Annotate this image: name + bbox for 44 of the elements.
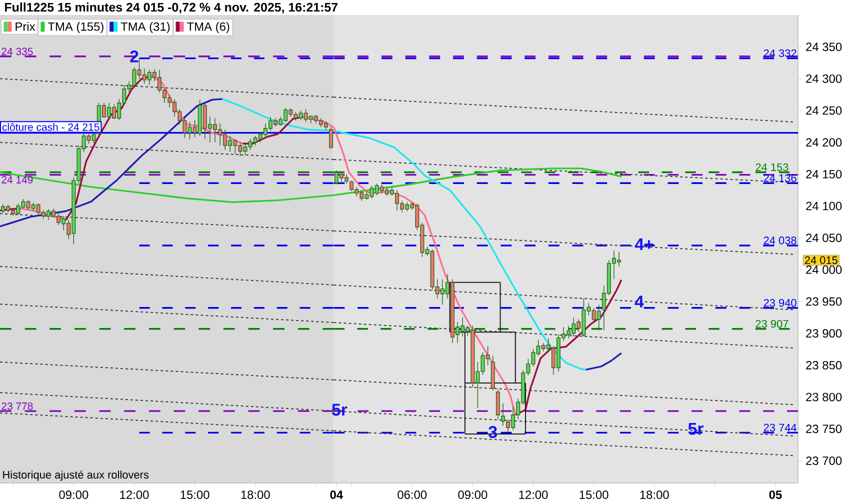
annotation: Historique ajusté aux rollovers: [3, 470, 149, 481]
ref-line-label: 24 149: [2, 176, 33, 184]
data-label: 23 940: [764, 298, 796, 307]
data-label: 24 153: [756, 163, 788, 172]
x-tick-label: 18:00: [640, 490, 669, 499]
x-tick-label: 09:00: [59, 490, 88, 499]
y-tick-label: 24 250: [806, 106, 842, 115]
ref-line-label: clôture cash - 24 215: [2, 123, 100, 131]
data-label: 23 744: [764, 424, 796, 432]
data-label: 23 907: [756, 320, 788, 328]
y-tick-label: 24 100: [806, 202, 842, 210]
ref-line-label: 24 335: [2, 48, 33, 56]
y-tick-label: 23 750: [806, 424, 842, 434]
data-label: 24 136: [764, 174, 796, 182]
x-tick-label: 12:00: [120, 490, 149, 499]
x-tick-label: 12:00: [519, 490, 548, 499]
y-tick-label: 24 200: [806, 138, 842, 147]
y-tick-label: 24 050: [806, 234, 842, 242]
chart-title: Full1225 15 minutes 24 015 -0,72 % 4 nov. 2025, 16:21:57: [5, 2, 338, 14]
y-tick-label: 24 300: [806, 74, 842, 83]
y-tick-label: 24 350: [806, 42, 842, 52]
text: 24 015: [804, 256, 838, 264]
y-tick-label: 24 150: [806, 170, 842, 178]
legend-label: Prix: [16, 22, 36, 31]
legend-label: TMA (6): [187, 22, 230, 34]
y-tick-label: 23 850: [806, 360, 842, 370]
legend-label: TMA (155): [48, 22, 104, 34]
ref-line-label: 23 778: [2, 402, 33, 410]
y-tick-label: 23 800: [806, 392, 842, 402]
legend-label: TMA (31): [120, 22, 170, 34]
x-tick-label: 09:00: [458, 490, 488, 499]
data-label: 24 038: [764, 236, 796, 244]
y-tick-label: 23 950: [806, 297, 842, 306]
x-tick-label: 15:00: [180, 490, 210, 499]
x-tick-label: 04: [330, 490, 344, 499]
x-tick-label: 05: [769, 490, 782, 499]
y-tick-label: 23 700: [806, 456, 842, 465]
x-tick-label: 06:00: [398, 490, 427, 499]
y-tick-label: 23 900: [806, 329, 842, 338]
y-tick-label: 24 000: [806, 265, 842, 274]
annotation: 4: [634, 296, 644, 308]
data-label: 24 332: [764, 49, 796, 58]
x-tick-label: 18:00: [241, 490, 270, 499]
x-tick-label: 15:00: [580, 490, 608, 499]
